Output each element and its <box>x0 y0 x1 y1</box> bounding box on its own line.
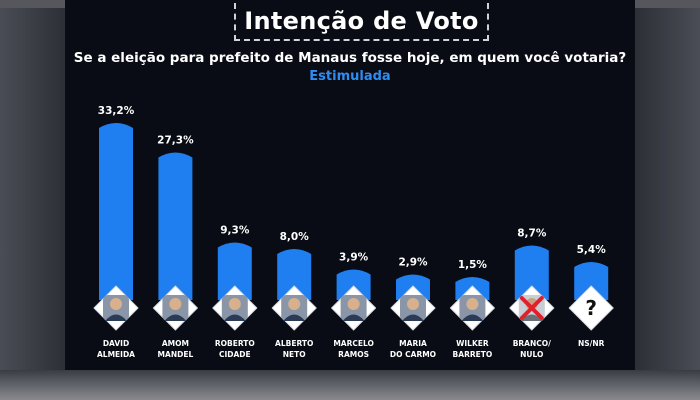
question-mark-icon: ? <box>568 285 614 331</box>
category-label: DO CARMO <box>390 350 436 359</box>
bar-group <box>158 152 193 300</box>
chart-title: Intenção de Voto <box>244 7 479 35</box>
bar <box>514 245 549 300</box>
person-icon <box>390 285 436 331</box>
avatar-body <box>105 314 127 321</box>
category-label: CIDADE <box>219 350 251 359</box>
question-mark: ? <box>585 296 597 320</box>
category-label: ALMEIDA <box>97 350 135 359</box>
data-label: 8,0% <box>280 231 310 243</box>
avatar-head <box>407 298 419 310</box>
category-label: AMOM <box>162 339 189 348</box>
bar-chart: 33,2% DAVID ALMEIDA 27,3% AMOM MANDEL 9,3% ROBE… <box>93 105 614 359</box>
avatar-head <box>466 298 479 310</box>
category-label: MARIA <box>399 339 427 348</box>
background-bottom <box>0 370 700 400</box>
bar-group <box>514 245 549 300</box>
avatar-body <box>461 314 484 321</box>
avatar-frame <box>568 285 614 331</box>
bar-group <box>99 123 133 300</box>
bar <box>336 269 371 300</box>
category-label: WILKER <box>456 339 489 348</box>
category-label: ROBERTO <box>215 339 255 348</box>
person-icon <box>152 285 198 331</box>
category-label: DAVID <box>103 339 129 348</box>
bar-group <box>217 242 252 300</box>
avatar-head <box>169 298 182 310</box>
data-label: 33,2% <box>98 105 135 117</box>
category-label: BARRETO <box>453 350 493 359</box>
avatar-body <box>164 314 187 321</box>
category-label: RAMOS <box>338 350 369 359</box>
data-label: 1,5% <box>458 259 488 271</box>
avatar-body <box>283 314 306 321</box>
data-label: 8,7% <box>517 228 547 240</box>
avatar-head <box>347 298 360 310</box>
category-label: NULO <box>520 350 543 359</box>
cross-mark <box>519 296 544 320</box>
bar <box>217 242 252 300</box>
person-icon <box>449 285 495 331</box>
avatar-head <box>228 298 241 310</box>
category-label: BRANCO/ <box>513 339 551 348</box>
avatar-body <box>342 314 365 321</box>
bar-group <box>336 269 371 300</box>
bar-group <box>277 249 312 300</box>
person-icon <box>93 285 139 331</box>
chart-subtitle: Se a eleição para prefeito de Manaus fos… <box>73 50 627 66</box>
chart-panel: Intenção de Voto Se a eleição para prefe… <box>65 0 635 370</box>
avatar-body <box>402 314 424 321</box>
category-label: NETO <box>283 350 306 359</box>
bar-group <box>574 262 609 300</box>
data-label: 2,9% <box>398 257 428 269</box>
category-label: NS/NR <box>578 339 605 348</box>
person-icon <box>331 285 377 331</box>
person-icon <box>212 285 258 331</box>
avatar-head <box>110 298 122 310</box>
blank-null-x-icon <box>509 285 555 331</box>
bar <box>277 249 312 300</box>
title-frame: Intenção de Voto <box>234 3 489 41</box>
data-label: 5,4% <box>577 244 607 256</box>
data-label: 27,3% <box>157 135 194 147</box>
avatar-body <box>223 314 246 321</box>
category-label: MARCELO <box>333 339 374 348</box>
category-label: ALBERTO <box>275 339 313 348</box>
bar <box>99 123 133 300</box>
bar <box>158 152 193 300</box>
person-icon <box>271 285 317 331</box>
poll-type-label: Estimulada <box>309 69 391 84</box>
avatar-head <box>288 298 301 310</box>
data-label: 9,3% <box>220 225 250 237</box>
category-label: MANDEL <box>158 350 194 359</box>
bar <box>574 262 609 300</box>
data-label: 3,9% <box>339 252 369 264</box>
